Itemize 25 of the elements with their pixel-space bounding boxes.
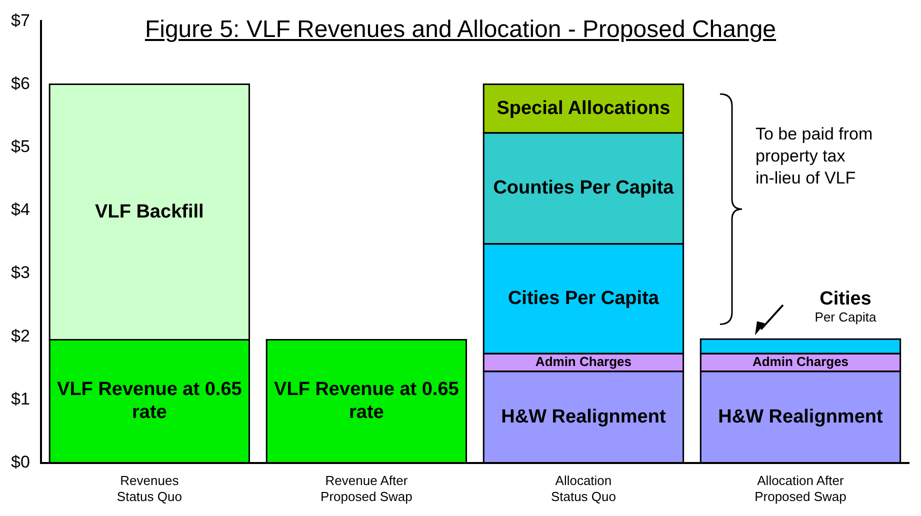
y-tick-label: $0 bbox=[10, 452, 30, 472]
text: VLF Revenue at 0.65 rate bbox=[274, 379, 459, 423]
series-label: VLF Revenue at 0.65 rate bbox=[57, 379, 242, 423]
series-label: Counties Per Capita bbox=[493, 178, 674, 199]
series-label: H&W Realignment bbox=[501, 406, 666, 428]
text: Admin Charges bbox=[752, 354, 849, 370]
y-tick-label: $3 bbox=[10, 263, 30, 282]
series-label: Cities Per Capita bbox=[508, 288, 660, 310]
y-tick-label: $7 bbox=[10, 10, 30, 30]
chart-title: Figure 5: VLF Revenues and Allocation - Proposed Change bbox=[144, 15, 778, 46]
series-label: Special Allocations bbox=[496, 98, 670, 119]
annotation: To be paid from property tax in-lieu of VLF bbox=[755, 124, 873, 188]
x-tick-label: Revenues Status Quo bbox=[116, 473, 182, 504]
text: H&W Realignment bbox=[718, 406, 883, 428]
y-tick-label: $2 bbox=[10, 326, 30, 346]
x-tick-label: Allocation Status Quo bbox=[550, 473, 616, 504]
x-tick-label: Allocation After Proposed Swap bbox=[754, 473, 846, 504]
y-tick-label: $4 bbox=[10, 200, 30, 220]
x-tick-label: Revenue After Proposed Swap bbox=[320, 473, 412, 504]
y-tick-label: $6 bbox=[10, 74, 30, 93]
y-tick-label: $5 bbox=[10, 137, 30, 156]
series-label: VLF Backfill bbox=[95, 201, 204, 222]
annotation: Cities Per Capita bbox=[814, 288, 877, 325]
series-label: Admin Charges bbox=[535, 354, 632, 370]
y-tick-label: $1 bbox=[10, 389, 30, 408]
